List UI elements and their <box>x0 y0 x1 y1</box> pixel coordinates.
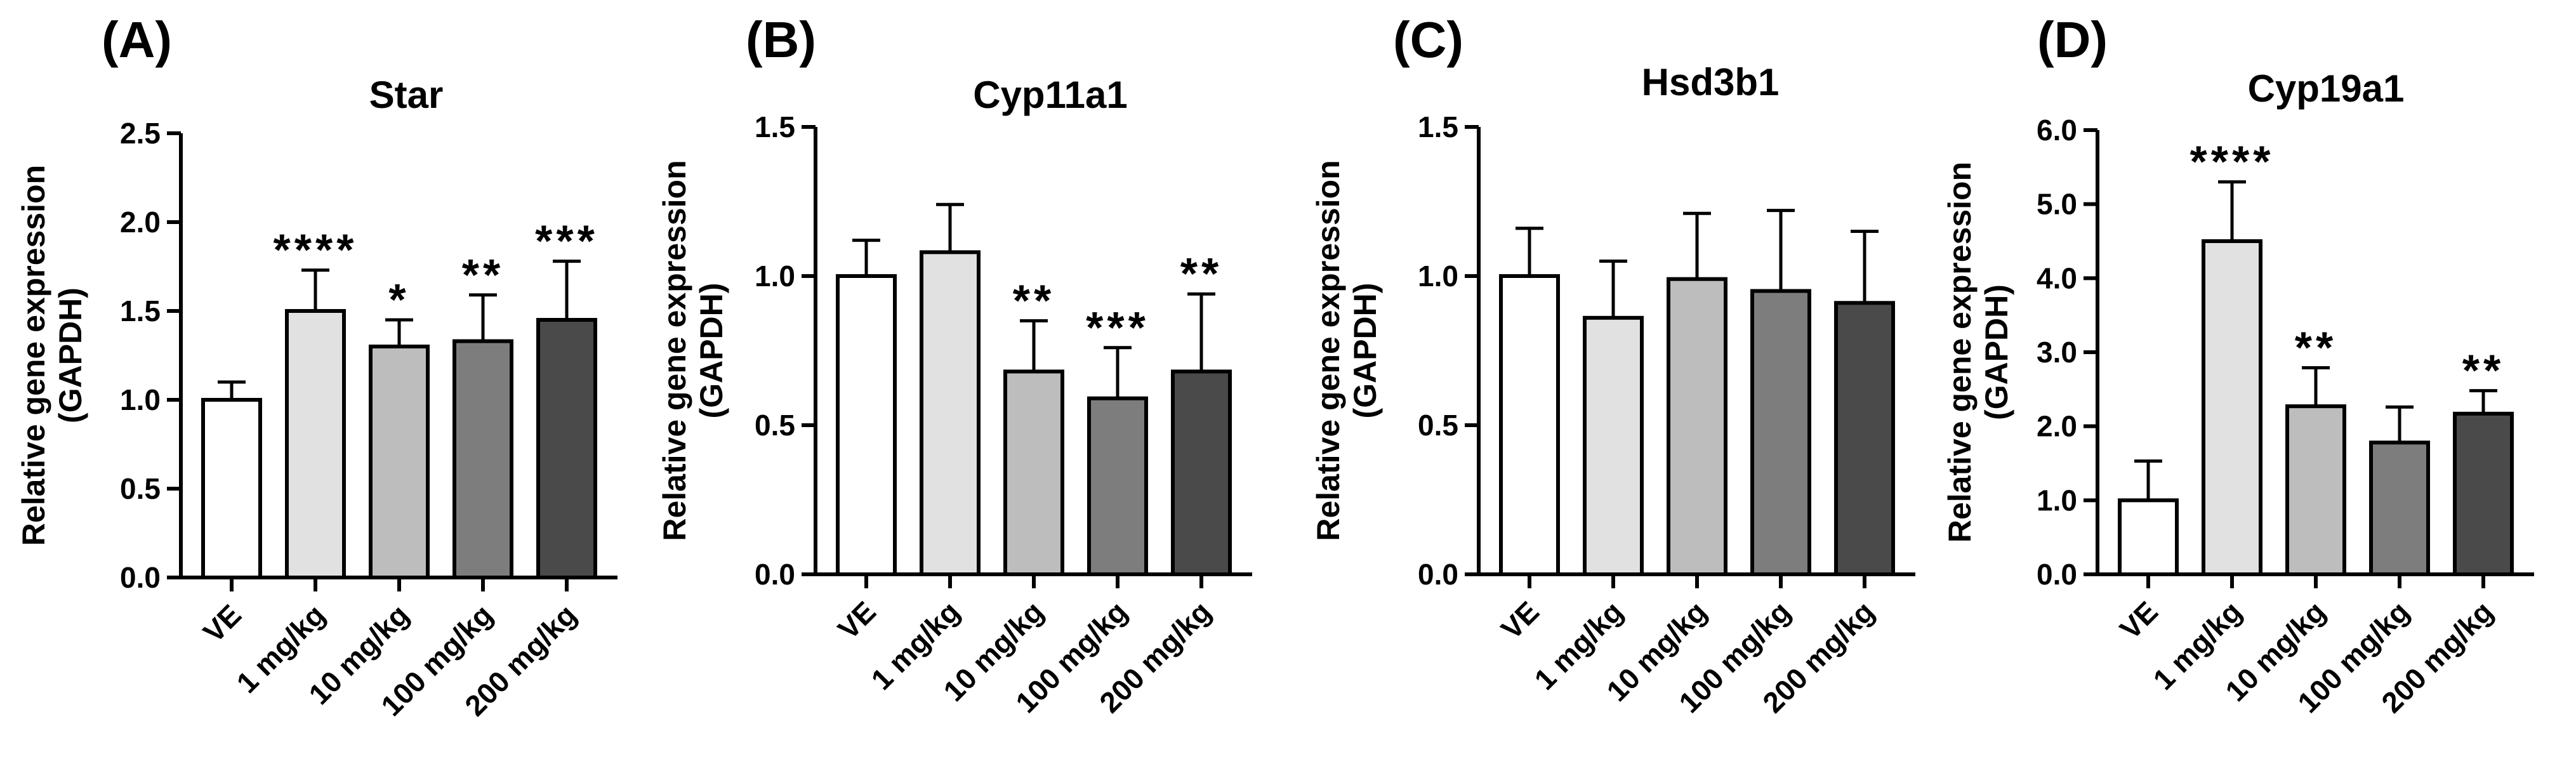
y-tick-label: 4.0 <box>2037 261 2077 294</box>
bar <box>2285 404 2346 577</box>
significance-label: *** <box>535 216 598 266</box>
y-tick-label: 0.0 <box>120 561 161 594</box>
panel-b: (B) Cyp11a1 Relative gene expression(GAPDH… <box>657 11 1252 719</box>
chart-title: Cyp19a1 <box>2248 67 2405 110</box>
y-axis-label-line: Relative gene expression <box>1311 160 1346 541</box>
bar <box>1834 301 1895 576</box>
bar <box>1499 274 1560 576</box>
chart-title: Star <box>369 74 444 116</box>
bar <box>2369 440 2430 576</box>
panel-label: (C) <box>1393 11 1463 68</box>
y-tick-label: 0.0 <box>755 558 795 591</box>
chart-title: Cyp11a1 <box>973 74 1128 116</box>
y-axis-label-line: Relative gene expression <box>657 160 692 541</box>
panel-label: (A) <box>102 11 172 68</box>
significance-label: ** <box>1180 249 1222 298</box>
y-tick-label: 1.5 <box>1418 110 1458 143</box>
significance-label: ** <box>2462 346 2504 395</box>
category-label: VE <box>831 595 882 645</box>
significance-label: ** <box>1013 276 1055 326</box>
y-axis-label: Relative gene expression(GAPDH) <box>1942 162 2014 543</box>
y-axis-label-line: Relative gene expression <box>16 165 51 546</box>
y-tick-label: 1.0 <box>1418 260 1458 293</box>
bar <box>1003 369 1064 577</box>
bar <box>2118 498 2179 576</box>
bar <box>920 250 981 576</box>
y-tick-label: 2.0 <box>120 206 161 239</box>
y-tick-label: 3.0 <box>2037 336 2077 369</box>
panel-d: (D) Cyp19a1 Relative gene expression(GAPDH… <box>1942 11 2534 719</box>
bar <box>536 318 597 579</box>
panel-label: (D) <box>2037 11 2108 68</box>
category-label: VE <box>2113 595 2164 645</box>
bar <box>1667 277 1727 576</box>
category-label: VE <box>197 598 248 649</box>
significance-label: **** <box>274 225 358 275</box>
panel-c: (C) Hsd3b1 Relative gene expression(GAPDH)… <box>1311 11 1915 719</box>
bar <box>201 398 262 579</box>
y-axis-label: Relative gene expression(GAPDH) <box>16 165 88 546</box>
y-tick-label: 2.5 <box>120 117 161 150</box>
y-tick-label: 1.0 <box>755 260 795 293</box>
y-tick-label: 6.0 <box>2037 114 2077 147</box>
bar <box>1171 369 1232 577</box>
significance-label: ** <box>2295 323 2337 373</box>
y-tick-label: 0.5 <box>120 472 161 505</box>
y-axis-label: Relative gene expression(GAPDH) <box>657 160 729 541</box>
chart-title: Hsd3b1 <box>1642 61 1780 103</box>
bar <box>369 345 430 579</box>
y-tick-label: 1.0 <box>2037 484 2077 517</box>
category-label: VE <box>1495 595 1545 645</box>
y-tick-label: 1.5 <box>120 294 161 327</box>
bar <box>452 339 513 579</box>
y-axis-label: Relative gene expression(GAPDH) <box>1311 160 1383 541</box>
y-tick-label: 5.0 <box>2037 188 2077 221</box>
y-tick-label: 0.5 <box>755 409 795 442</box>
bar <box>1750 289 1811 576</box>
y-tick-label: 0.0 <box>2037 558 2077 591</box>
bar <box>2202 239 2262 576</box>
significance-label: **** <box>2190 137 2275 187</box>
y-axis-label-line: (GAPDH) <box>1979 284 2014 420</box>
y-axis-label-line: Relative gene expression <box>1942 162 1978 543</box>
y-tick-label: 2.0 <box>2037 410 2077 443</box>
significance-label: ** <box>462 250 504 300</box>
significance-label: *** <box>1086 303 1149 352</box>
significance-label: * <box>388 275 409 324</box>
bar <box>1583 315 1644 576</box>
panel-a: (A) Star Relative gene expression(GAPDH) 0.… <box>16 11 618 722</box>
y-tick-label: 1.0 <box>120 383 161 416</box>
bar <box>2453 411 2514 576</box>
panel-label: (B) <box>746 11 816 68</box>
y-tick-label: 1.5 <box>755 110 795 143</box>
bar <box>285 309 346 579</box>
y-tick-label: 0.0 <box>1418 558 1458 591</box>
y-axis-label-line: (GAPDH) <box>53 287 88 423</box>
y-tick-label: 0.5 <box>1418 409 1458 442</box>
bar <box>1087 396 1148 576</box>
y-axis-label-line: (GAPDH) <box>1347 283 1383 419</box>
y-axis-label-line: (GAPDH) <box>694 283 729 419</box>
bar <box>836 274 897 576</box>
